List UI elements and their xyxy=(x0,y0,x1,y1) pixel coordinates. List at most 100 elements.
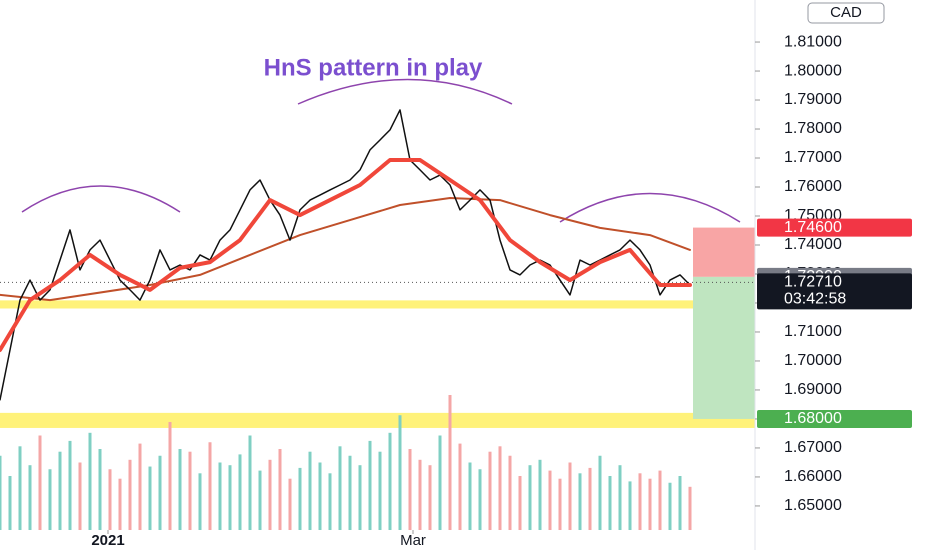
volume-bar xyxy=(228,465,232,530)
y-tick-label: 1.67000 xyxy=(784,439,842,456)
volume-bar xyxy=(478,469,482,530)
countdown-label: 03:42:58 xyxy=(784,291,846,308)
price-label: 1.74600 xyxy=(784,219,842,236)
price-label-box xyxy=(757,409,912,428)
volume-bar xyxy=(288,478,292,530)
volume-bar xyxy=(178,449,182,530)
volume-bar xyxy=(68,440,72,530)
volume-bar xyxy=(658,470,662,530)
volume-bar xyxy=(0,455,2,530)
volume-bar xyxy=(198,473,202,530)
currency-label: CAD xyxy=(830,4,862,21)
volume-bar xyxy=(518,476,522,530)
y-tick-label: 1.76000 xyxy=(784,178,842,195)
support-zone xyxy=(0,412,755,428)
volume-bar xyxy=(248,435,252,530)
volume-bar xyxy=(388,432,392,530)
axis-labels: 1.65000 1.66000 1.67000 1.68000 1.69000 1.700… xyxy=(755,33,912,514)
volume-bar xyxy=(608,476,612,530)
volume-bar xyxy=(158,455,162,530)
volume-bar xyxy=(18,446,22,530)
volume-bar xyxy=(378,451,382,530)
volume-bar xyxy=(278,449,282,530)
volume-bar xyxy=(578,473,582,530)
y-tick-label: 1.71000 xyxy=(784,323,842,340)
y-tick-label: 1.80000 xyxy=(784,62,842,79)
volume-bar xyxy=(368,440,372,530)
volume-bar xyxy=(48,469,52,530)
volume-bar xyxy=(78,462,82,530)
volume-bar xyxy=(168,422,172,530)
volume-bar xyxy=(218,462,222,530)
y-tick-label: 1.65000 xyxy=(784,497,842,514)
volume-bar xyxy=(398,415,402,530)
x-tick-label: 2021 xyxy=(91,532,124,549)
y-tick-label: 1.69000 xyxy=(784,381,842,398)
target-zone xyxy=(693,276,755,419)
volume-bar xyxy=(128,459,132,530)
price-label-box xyxy=(757,273,912,310)
y-tick-label: 1.79000 xyxy=(784,91,842,108)
support-zone xyxy=(0,300,755,309)
volume-bar xyxy=(588,467,592,530)
volume-bar xyxy=(138,443,142,530)
x-tick-label: Mar xyxy=(400,532,426,549)
volume-bar xyxy=(328,473,332,530)
volume-bar xyxy=(188,451,192,530)
volume-bar xyxy=(148,466,152,530)
volume-bar xyxy=(508,455,512,530)
volume-bar xyxy=(358,465,362,530)
volume-bar xyxy=(348,455,352,530)
volume-bar xyxy=(298,467,302,530)
y-tick-label: 1.66000 xyxy=(784,468,842,485)
price-label-box xyxy=(757,218,912,237)
volume-bar xyxy=(458,443,462,530)
y-tick-label: 1.70000 xyxy=(784,352,842,369)
left-shoulder-arc xyxy=(21,185,181,213)
right-shoulder-arc xyxy=(559,192,741,223)
volume-bar xyxy=(528,465,532,530)
volume-bar xyxy=(428,465,432,530)
volume-bar xyxy=(338,446,342,530)
volume-bar xyxy=(28,465,32,530)
volume-bar xyxy=(598,455,602,530)
volume-bar xyxy=(668,482,672,530)
volume-bar xyxy=(688,486,692,530)
volume-bar xyxy=(488,451,492,530)
volume-bar xyxy=(318,462,322,530)
volume-bar xyxy=(258,470,262,530)
volume-bar xyxy=(448,395,452,530)
volume-bar xyxy=(8,476,12,530)
y-tick-label: 1.77000 xyxy=(784,149,842,166)
plot: 2021 Mar xyxy=(0,109,755,549)
stop-zone xyxy=(693,227,755,277)
volume-bar xyxy=(638,473,642,530)
chart-title: HnS pattern in play xyxy=(264,54,483,81)
currency-box[interactable] xyxy=(807,2,885,24)
volume-bar xyxy=(678,476,682,530)
volume-bar xyxy=(558,478,562,530)
volume-bar xyxy=(538,459,542,530)
volume-bar xyxy=(208,442,212,530)
volume-bar xyxy=(548,470,552,530)
y-tick-label: 1.78000 xyxy=(784,120,842,137)
volume-bar xyxy=(308,451,312,530)
volume-bar xyxy=(238,454,242,530)
volume-bar xyxy=(438,435,442,530)
head-arc xyxy=(297,78,513,105)
volume-bar xyxy=(88,432,92,530)
volume-bar xyxy=(58,451,62,530)
y-tick-label: 1.74000 xyxy=(784,236,842,253)
series-line xyxy=(0,158,692,352)
volume-bar xyxy=(648,478,652,530)
volume-bar xyxy=(418,459,422,530)
volume-bar xyxy=(468,462,472,530)
volume-bar xyxy=(108,469,112,530)
volume-bar xyxy=(98,449,102,530)
price-label: 1.72710 xyxy=(784,274,842,291)
volume-bar xyxy=(568,462,572,530)
volume-bar xyxy=(38,435,42,530)
volume-bar xyxy=(118,478,122,530)
